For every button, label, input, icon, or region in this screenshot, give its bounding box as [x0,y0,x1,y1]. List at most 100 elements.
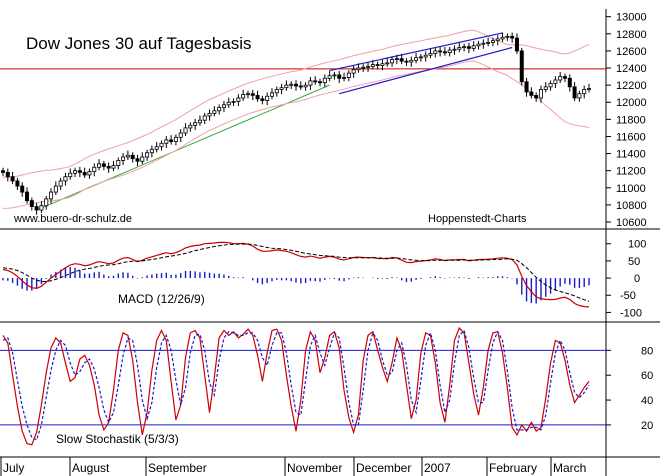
candle-body [380,63,385,66]
candle-body [351,69,356,74]
macd-line [2,241,590,308]
price-y-tick-label: 12400 [616,63,647,75]
candle-body [495,38,500,42]
candle-body [322,77,327,83]
candle-body [370,64,375,67]
candle-body [289,83,294,86]
candle-body [534,95,539,99]
candle-body [332,74,337,77]
candle-body [183,127,188,134]
candle-body [154,146,159,150]
stochastic-reference-lines [0,349,606,426]
candle-body [0,170,6,173]
x-axis-month-label: July [3,461,24,475]
price-panel [0,29,606,215]
source-label-left: www.buero-dr-schulz.de [13,213,132,225]
candle-body [87,171,92,176]
candle-body [10,176,15,182]
macd-y-tick-label: 50 [628,256,640,268]
candle-body [29,200,34,208]
candle-body [356,67,361,71]
candle-body [101,163,106,167]
candle-body [226,101,231,106]
price-y-tick-label: 11400 [616,149,646,161]
x-axis-month-label: August [72,461,110,475]
x-axis-month-label: February [489,461,537,475]
candle-body [303,84,308,88]
candle-body [466,46,471,49]
candle-body [207,112,212,117]
chart-title: Dow Jones 30 auf Tagesbasis [26,34,252,53]
candle-body [82,171,87,176]
price-y-tick-label: 10800 [616,200,647,212]
candle-body [558,76,563,81]
candle-body [178,132,183,138]
candle-body [135,158,140,162]
candle-body [63,176,68,182]
x-axis: July August September November December 2007 F… [0,457,586,476]
candle-body [169,139,174,142]
candle-body [231,100,236,103]
price-y-tick-label: 12200 [616,80,647,92]
candle-body [394,58,399,61]
candle-body [577,93,582,99]
candle-body [241,94,246,99]
candle-body [284,84,289,89]
lower-envelope-line [2,60,590,209]
candle-body [390,59,395,64]
source-label-right: Hoppenstedt-Charts [428,213,527,225]
candle-body [298,85,303,88]
x-axis-month-label: December [356,461,411,475]
candle-body [274,89,279,94]
stochastic-y-tick-label: 60 [641,370,653,382]
x-axis-month-label: November [287,461,342,475]
candle-body [433,50,438,54]
candle-body [462,46,467,49]
candle-body [337,74,342,79]
candle-body [457,47,462,50]
x-axis-month-label: 2007 [424,461,451,475]
candle-body [164,139,169,144]
stochastic-y-tick-label: 40 [641,395,653,407]
candle-body [260,98,265,101]
candle-body [582,89,587,95]
upper-envelope-line [2,29,590,179]
macd-y-tick-label: -50 [620,290,636,302]
candle-body [193,122,198,126]
candle-body [221,104,226,108]
candle-body [543,86,548,90]
candle-body [486,41,491,44]
candle-body [505,35,510,38]
candle-body [447,49,452,54]
candlestick-series [0,32,592,215]
candle-body [471,45,476,49]
candle-body [366,65,371,68]
stochastic-y-axis-labels: 80 60 40 20 [606,345,653,432]
candle-body [567,77,572,88]
candle-body [452,48,457,51]
candle-body [442,51,447,54]
candle-body [116,160,121,166]
candle-body [217,106,222,112]
price-y-tick-label: 12600 [616,46,647,58]
candle-body [15,180,20,187]
candle-body [265,95,270,101]
candle-body [77,170,82,173]
candle-body [481,42,486,45]
candle-body [553,79,558,84]
stochastic-k-line [2,326,590,446]
candle-body [279,87,284,90]
price-y-tick-label: 12800 [616,29,647,41]
candle-body [438,50,443,53]
candle-body [255,95,260,100]
candle-body [308,80,313,86]
candle-body [39,205,44,211]
candle-body [145,152,150,158]
price-y-tick-label: 11000 [616,183,646,195]
candle-body [53,185,58,193]
candle-body [538,89,543,99]
price-y-axis-labels: 10600 10800 11000 11200 11400 11600 11800 12000… [606,12,647,229]
candle-body [188,124,193,129]
candle-body [73,170,78,174]
candle-body [212,110,217,114]
